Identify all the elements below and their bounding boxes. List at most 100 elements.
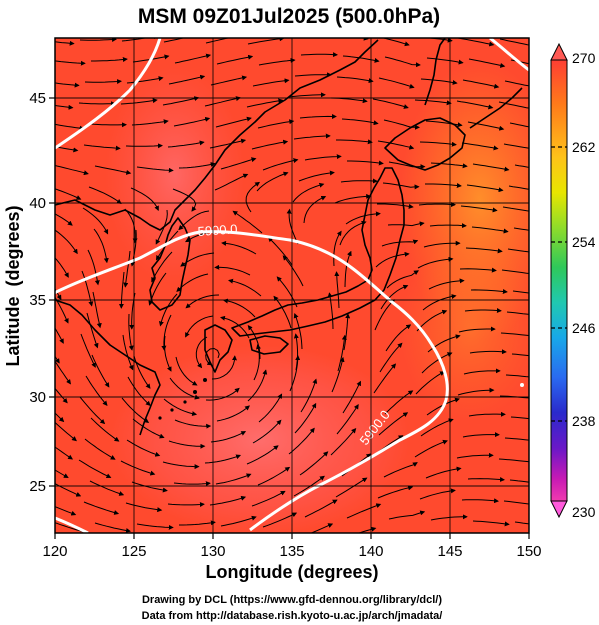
wind-streamline (246, 98, 284, 108)
wind-streamline (472, 163, 510, 172)
wind-streamline (499, 38, 529, 46)
wind-streamline (91, 57, 128, 62)
wind-streamline (292, 182, 325, 203)
wind-streamline (121, 38, 159, 42)
wind-streamline (168, 440, 206, 449)
wind-streamline (298, 170, 335, 182)
map-plot-area: 5900.0 5900.0 (55, 38, 529, 540)
wind-streamline (288, 92, 326, 98)
x-tick-label: 145 (437, 543, 462, 560)
wind-streamline (178, 162, 216, 169)
wind-streamline (185, 315, 214, 338)
wind-streamline (123, 250, 131, 288)
wind-streamline (78, 101, 116, 107)
wind-streamline (457, 387, 495, 396)
wind-streamline (472, 520, 510, 527)
wind-streamline (501, 269, 529, 275)
wind-streamline (167, 502, 205, 507)
wind-streamline (55, 506, 77, 516)
contour-5900-dot-east (520, 383, 524, 387)
wind-streamline (464, 308, 502, 313)
coastline-kyushu (204, 324, 233, 373)
wind-streamline (425, 183, 462, 188)
wind-streamline (458, 326, 496, 333)
wind-streamline (341, 118, 379, 126)
wind-streamline (252, 419, 282, 444)
wind-streamline (55, 446, 74, 460)
wind-streamline (120, 460, 156, 476)
coastline-sakhalin (424, 38, 446, 106)
wind-streamline (337, 334, 347, 372)
wind-streamline (293, 133, 331, 140)
colorbar-label: 238 (572, 413, 596, 429)
wind-streamline (383, 536, 419, 540)
wind-streamline (84, 438, 116, 460)
wind-streamline (228, 278, 262, 297)
wind-streamline (55, 355, 60, 364)
wind-streamline (507, 248, 529, 253)
wind-streamline (245, 181, 261, 213)
wind-streamline (372, 98, 409, 109)
wind-streamline (303, 195, 327, 224)
wind-streamline (418, 202, 456, 207)
wind-streamline (262, 512, 298, 528)
wind-streamline (55, 164, 89, 176)
wind-streamline (299, 451, 329, 476)
wind-streamline (425, 120, 463, 128)
wind-streamline (211, 355, 237, 380)
wind-streamline (89, 480, 125, 496)
wind-streamline (232, 210, 263, 234)
wind-streamline (381, 38, 410, 47)
wind-streamline (214, 173, 249, 191)
wind-streamline (293, 475, 325, 497)
wind-streamline (333, 230, 342, 267)
x-axis-label: Longitude (degrees) (205, 562, 378, 582)
wind-streamline (463, 368, 501, 375)
wind-streamline (503, 143, 529, 149)
wind-streamline (80, 333, 96, 368)
wind-streamline (461, 142, 499, 151)
x-tick-label: 135 (279, 543, 304, 560)
wind-streamline (462, 79, 500, 89)
wind-streamline (128, 313, 134, 351)
wind-streamline (85, 375, 108, 406)
coastline-honshu (231, 167, 405, 337)
wind-streamline (336, 404, 359, 435)
wind-streamline (205, 387, 240, 401)
wind-streamline (509, 122, 529, 128)
wind-streamline (55, 483, 82, 497)
wind-streamlines (55, 38, 529, 540)
x-axis-tick-labels: 120 125 130 135 140 145 150 (42, 543, 541, 560)
wind-streamline (55, 327, 64, 344)
wind-streamline (288, 427, 315, 455)
wind-streamline (163, 335, 172, 372)
wind-streamline (347, 160, 384, 166)
wind-streamline (258, 393, 283, 423)
wind-streamline (126, 439, 161, 457)
wind-streamline (125, 143, 163, 149)
wind-streamline (82, 207, 109, 235)
wind-streamline (173, 116, 211, 127)
wind-streamline (83, 501, 120, 515)
wind-streamline (415, 371, 445, 395)
wind-streamline (216, 405, 250, 422)
wind-streamline (384, 56, 421, 68)
wind-streamline (304, 499, 338, 518)
wind-streamline (416, 309, 448, 332)
wind-streamline (514, 521, 529, 525)
wind-streamline (504, 437, 529, 441)
wind-streamline (513, 227, 529, 231)
wind-streamline (169, 377, 200, 400)
wind-streamline (429, 223, 467, 229)
wind-streamline (468, 58, 506, 68)
wind-streamline (215, 116, 252, 128)
wind-streamline (331, 356, 345, 393)
wind-streamline (79, 396, 106, 425)
wind-streamline (357, 526, 377, 533)
wind-streamline (379, 342, 403, 373)
x-tick-label: 120 (42, 543, 67, 560)
wind-streamline (384, 390, 414, 415)
colorbar-top-triangle (550, 42, 568, 61)
wind-streamline (163, 398, 198, 417)
